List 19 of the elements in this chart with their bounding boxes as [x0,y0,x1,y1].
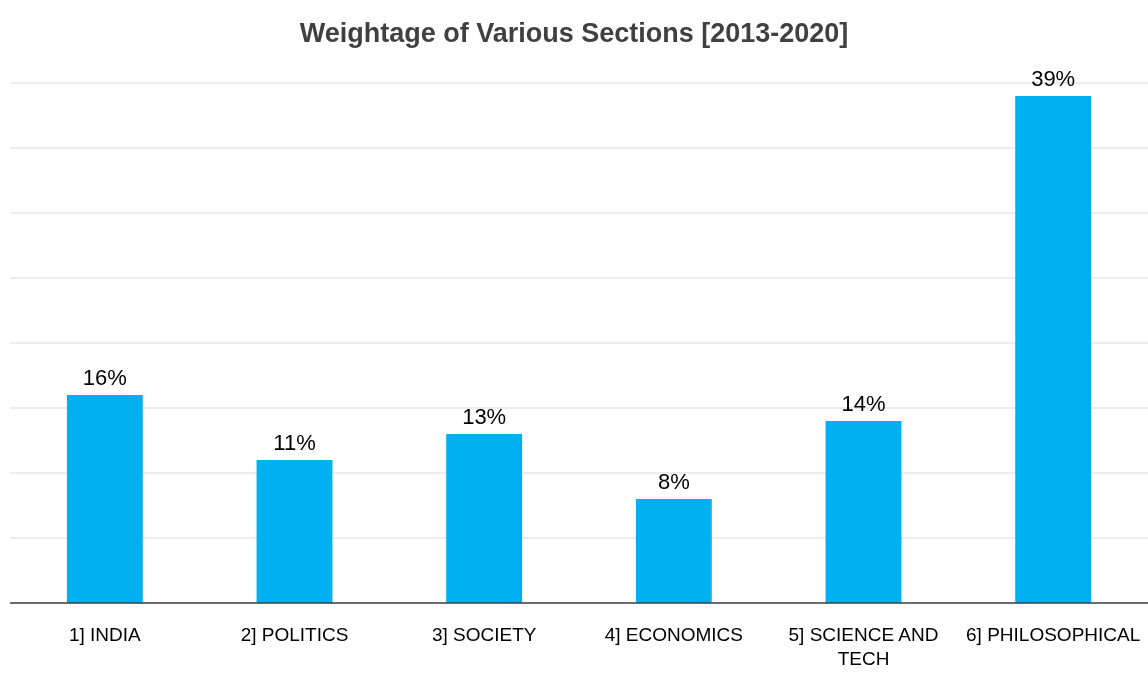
chart-title: Weightage of Various Sections [2013-2020] [299,18,849,48]
data-label: 16% [82,365,127,390]
data-label: 8% [657,469,690,494]
data-label: 39% [1031,66,1076,91]
x-tick-label: 4] ECONOMICS [604,624,743,645]
data-label: 14% [841,391,886,416]
bar [1015,96,1092,603]
x-tick-label: 6] PHILOSOPHICAL [966,624,1141,645]
bar [825,421,902,603]
x-tick-label: 1] INDIA [68,624,142,645]
x-tick-label: 5] SCIENCE AND TECH [788,624,939,669]
data-label: 11% [273,430,316,455]
x-tick-label: 2] POLITICS [240,624,349,645]
bar [446,434,523,603]
bar [256,460,333,603]
x-tick-label: 3] SOCIETY [431,624,537,645]
data-label: 13% [462,404,507,429]
bar [635,499,712,603]
bar [66,395,143,603]
